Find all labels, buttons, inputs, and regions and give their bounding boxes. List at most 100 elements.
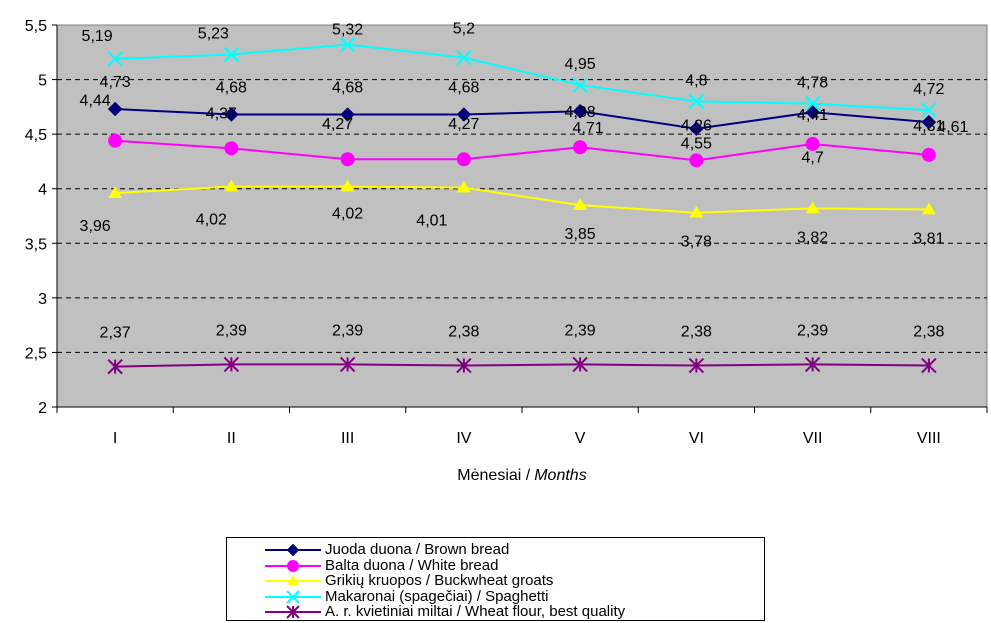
data-label: 4,37 <box>206 105 237 122</box>
legend-item: Balta duona / White bread <box>227 556 757 574</box>
data-point <box>805 136 820 151</box>
x-tick-label: I <box>113 430 117 447</box>
data-label: 4,61 <box>937 119 968 136</box>
series-2 <box>108 133 936 168</box>
y-tick-label: 4 <box>38 182 47 199</box>
legend: Juoda duona / Brown bread Balta duona / W… <box>226 537 765 621</box>
y-tick-label: 2 <box>38 400 47 417</box>
data-point <box>223 356 240 373</box>
data-label: 5,2 <box>453 21 475 38</box>
y-tick-label: 5,5 <box>25 18 47 35</box>
data-point <box>107 358 123 375</box>
data-point <box>921 357 937 374</box>
data-point <box>456 180 471 193</box>
series-line <box>115 363 929 368</box>
data-point <box>921 102 937 118</box>
data-label: 4,7 <box>802 149 824 166</box>
legend-swatch <box>265 559 321 572</box>
y-tick-label: 2,5 <box>25 345 47 362</box>
series-line <box>115 43 929 112</box>
data-label: 3,85 <box>565 226 596 243</box>
data-point <box>573 198 588 210</box>
data-point <box>340 152 355 167</box>
data-label: 4,68 <box>448 79 479 96</box>
data-label: 5,23 <box>198 25 229 42</box>
data-label: 5,32 <box>332 22 363 39</box>
gridlines <box>57 79 987 353</box>
legend-marker <box>287 575 299 586</box>
data-label: 2,39 <box>565 322 596 339</box>
data-label: 2,38 <box>681 324 712 341</box>
legend-label: Grikių kruopos / Buckwheat groats <box>325 572 554 589</box>
legend-item: Juoda duona / Brown bread <box>227 541 757 558</box>
data-label: 4,55 <box>681 136 712 153</box>
data-point <box>689 205 704 218</box>
data-label: 4,78 <box>797 75 828 92</box>
data-point <box>340 107 355 122</box>
legend-marker <box>286 589 300 604</box>
x-tick-label: IV <box>456 430 471 447</box>
data-point <box>456 357 472 374</box>
data-label: 4,31 <box>913 118 944 135</box>
data-point <box>805 104 820 120</box>
data-point <box>456 107 472 122</box>
data-label: 4,27 <box>448 116 479 133</box>
data-label: 4,02 <box>196 212 227 229</box>
legend-swatch <box>265 589 321 604</box>
data-label: 4,02 <box>332 206 363 223</box>
data-point <box>688 357 705 374</box>
legend-swatch <box>265 605 321 619</box>
data-label: 2,39 <box>216 322 247 339</box>
legend-swatch <box>265 543 321 557</box>
data-label: 4,44 <box>80 93 111 110</box>
series-group <box>107 36 937 375</box>
line-chart: 22,533,544,555,5 I II III IV V VI VII VIII 4,73… <box>25 18 988 484</box>
data-label: 4,26 <box>681 117 712 134</box>
legend-swatch <box>265 575 321 586</box>
x-tick-label: VI <box>689 430 704 447</box>
data-label: 2,38 <box>448 324 479 341</box>
data-label: 5,19 <box>82 28 113 45</box>
data-label: 2,38 <box>913 324 944 341</box>
series-4 <box>107 36 937 118</box>
data-label: 2,37 <box>100 325 131 342</box>
series-line <box>115 108 929 130</box>
data-label: 4,73 <box>100 74 131 91</box>
data-label: 4,68 <box>216 79 247 96</box>
x-tick-label: II <box>227 430 236 447</box>
data-label: 2,39 <box>797 322 828 339</box>
y-tick-label: 5 <box>38 73 47 90</box>
series-line <box>115 139 929 162</box>
series-5 <box>107 356 937 375</box>
series-3 <box>108 179 936 218</box>
data-point <box>107 51 123 67</box>
x-axis-title: Mėnesiai / Months <box>457 467 586 484</box>
data-point <box>921 114 937 130</box>
data-point <box>107 101 123 117</box>
data-point <box>804 95 821 112</box>
y-tick-label: 3 <box>38 291 47 308</box>
x-tick-label: V <box>575 430 586 447</box>
legend-label: A. r. kvietiniai miltai / Wheat flour, b… <box>325 603 626 620</box>
x-tick-label: III <box>341 430 354 447</box>
data-point <box>689 153 704 168</box>
data-point <box>804 356 821 373</box>
x-tick-label: VII <box>803 430 823 447</box>
data-point <box>340 179 355 192</box>
legend-marker <box>286 605 300 619</box>
data-label: 3,78 <box>681 234 712 251</box>
y-axis-ticks: 2 2,5 3 3,5 4 4,5 5 5,5 <box>25 18 57 417</box>
data-label: 3,82 <box>797 229 828 246</box>
data-label: 4,68 <box>332 79 363 96</box>
x-axis-title-italic: Months <box>534 467 586 484</box>
y-tick-label: 4,5 <box>25 127 47 144</box>
legend-item: A. r. kvietiniai miltai / Wheat flour, b… <box>227 603 757 620</box>
plot-area <box>56 24 988 408</box>
data-point <box>921 147 936 162</box>
data-point <box>921 202 936 215</box>
data-point <box>689 121 704 137</box>
legend-label: Balta duona / White bread <box>325 556 499 574</box>
data-point <box>108 133 123 148</box>
data-label: 4,38 <box>565 104 596 121</box>
data-point <box>456 50 472 66</box>
